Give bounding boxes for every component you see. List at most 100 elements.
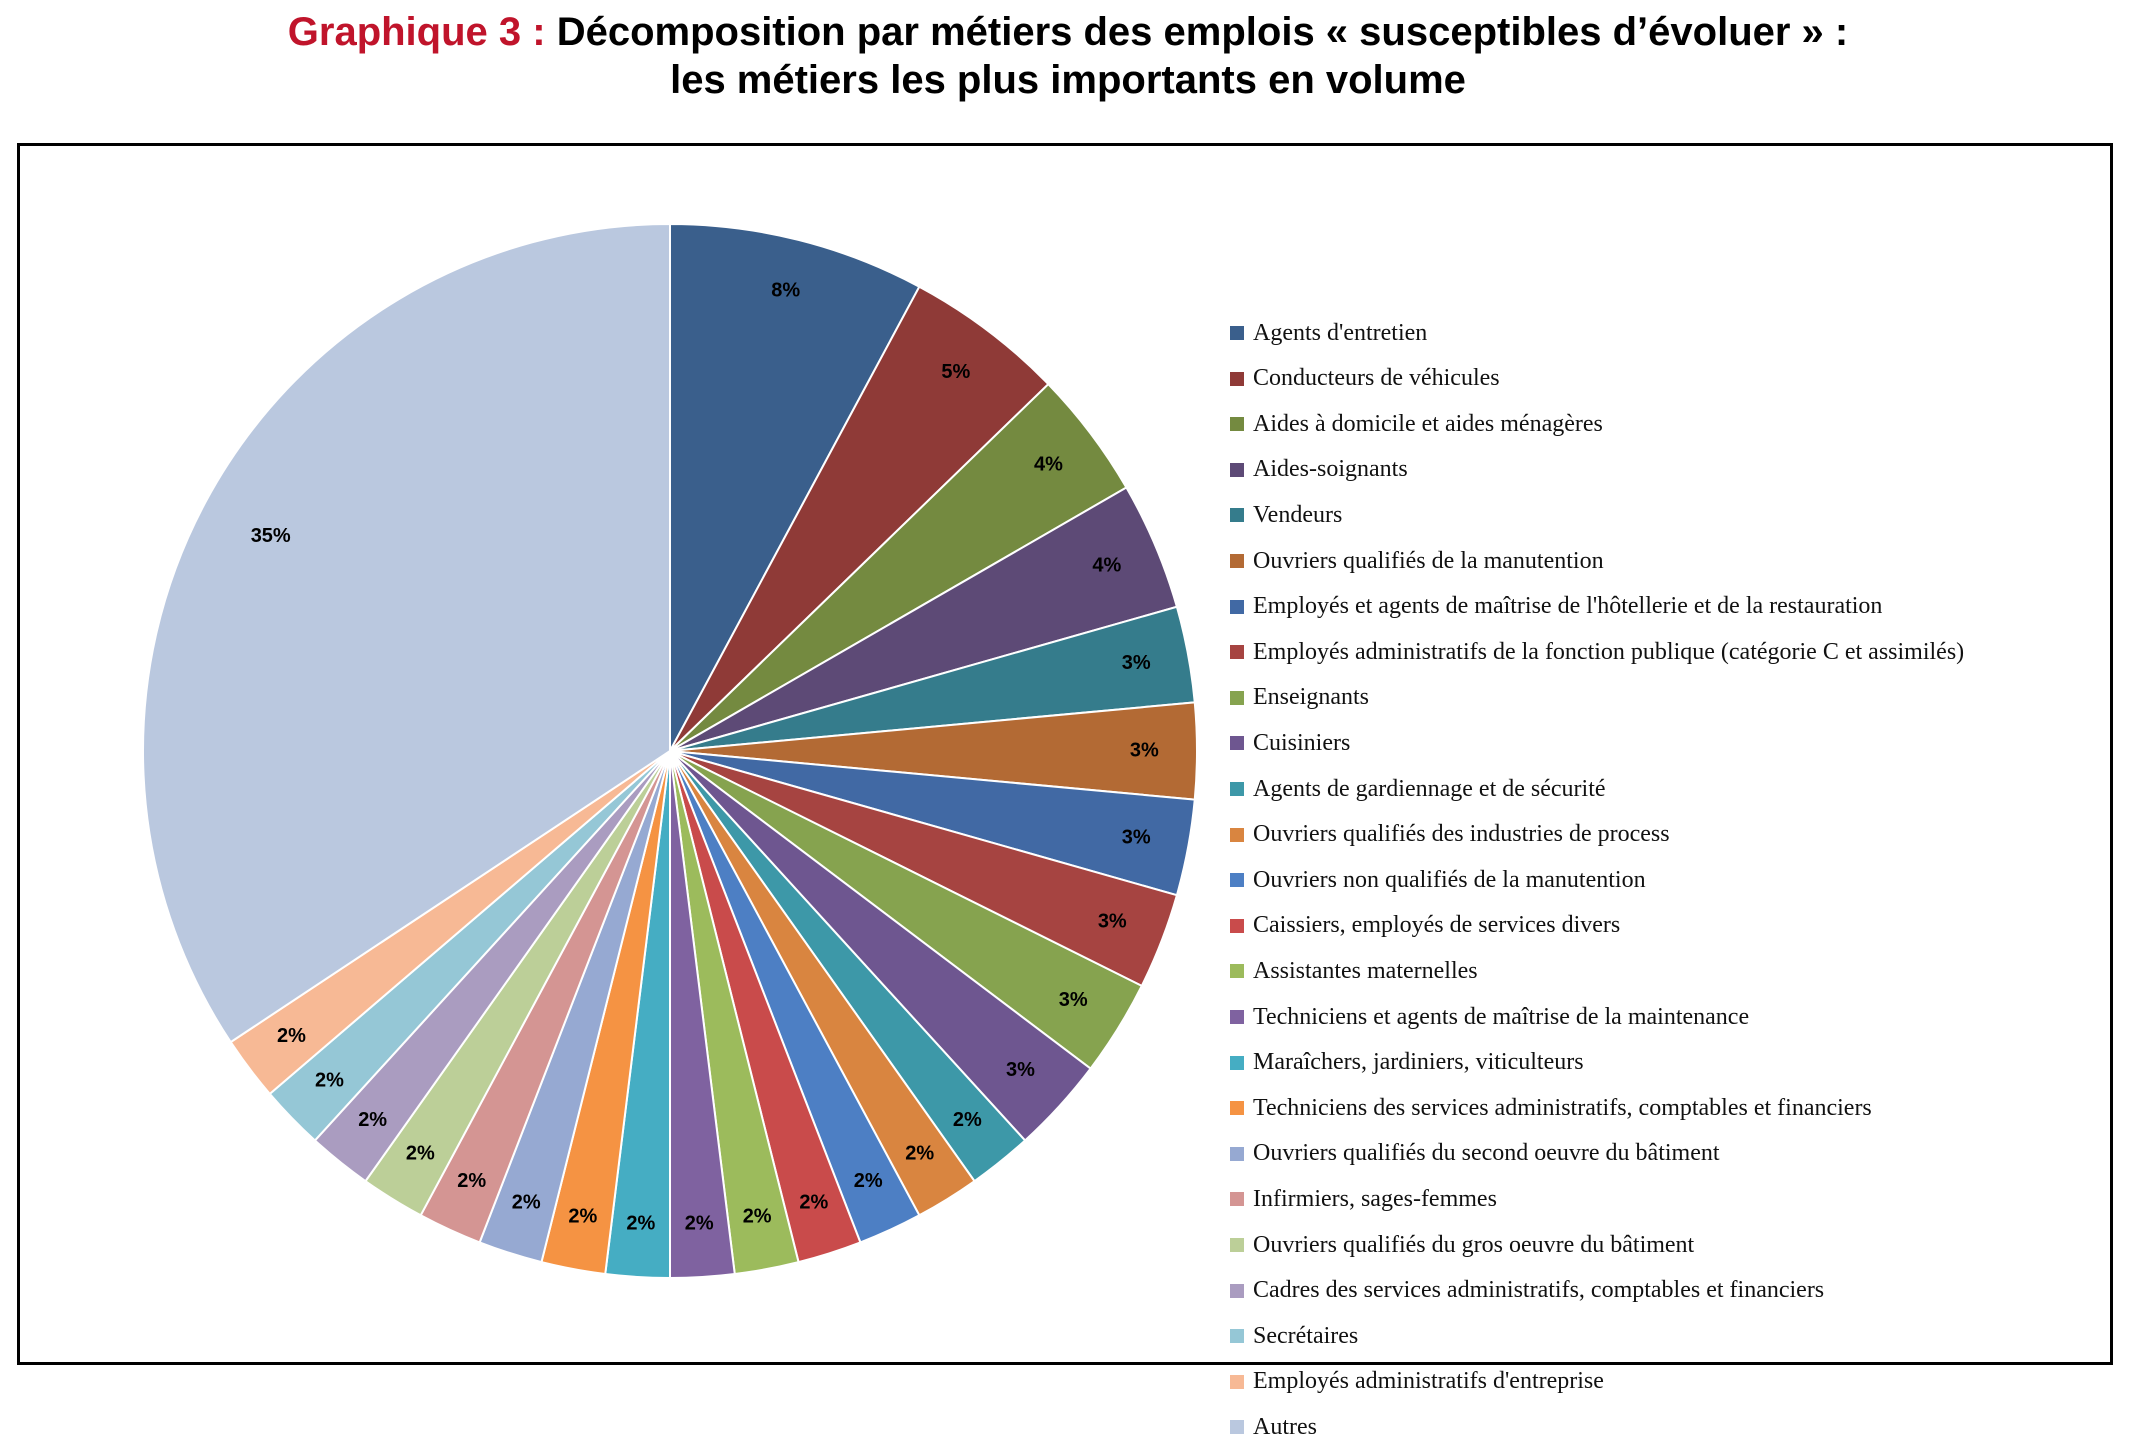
legend-item: Conducteurs de véhicules: [1230, 362, 1500, 396]
chart-title: Graphique 3 : Décomposition par métiers …: [0, 8, 2136, 104]
title-prefix: Graphique 3 :: [287, 10, 546, 54]
slice-data-label: 8%: [771, 279, 800, 301]
slice-data-label: 2%: [512, 1191, 541, 1213]
slice-data-label: 5%: [941, 361, 970, 383]
legend-label: Secrétaires: [1253, 1322, 1359, 1349]
legend-swatch: [1230, 508, 1244, 523]
legend-label: Techniciens des services administratifs,…: [1253, 1094, 1872, 1121]
legend-label: Infirmiers, sages-femmes: [1253, 1185, 1497, 1212]
title-main: Décomposition par métiers des emplois « …: [556, 10, 1849, 54]
legend-swatch: [1230, 462, 1244, 477]
slice-data-label: 2%: [743, 1206, 772, 1228]
legend-label: Ouvriers qualifiés du gros oeuvre du bât…: [1253, 1231, 1695, 1258]
legend-label: Techniciens et agents de maîtrise de la …: [1253, 1003, 1750, 1030]
legend-item: Agents d'entretien: [1230, 316, 1427, 350]
legend-swatch: [1230, 736, 1244, 751]
legend-swatch: [1230, 690, 1244, 705]
legend-item: Cadres des services administratifs, comp…: [1230, 1274, 1824, 1308]
legend-swatch: [1230, 827, 1244, 842]
legend-swatch: [1230, 1192, 1244, 1207]
legend-item: Infirmiers, sages-femmes: [1230, 1182, 1497, 1216]
legend-swatch: [1230, 1374, 1244, 1389]
pie-slice: [669, 285, 1050, 752]
legend-label: Aides à domicile et aides ménagères: [1253, 410, 1603, 437]
legend-item: Employés et agents de maîtrise de l'hôte…: [1230, 590, 1882, 624]
legend-item: Assistantes maternelles: [1230, 954, 1478, 988]
legend-label: Ouvriers qualifiés de la manutention: [1253, 547, 1604, 574]
slice-data-label: 3%: [1130, 739, 1159, 761]
legend-swatch: [1230, 1283, 1244, 1298]
legend-item: Techniciens des services administratifs,…: [1230, 1091, 1872, 1125]
slice-data-label: 4%: [1034, 453, 1063, 475]
slice-data-label: 35%: [251, 525, 291, 547]
legend-item: Ouvriers qualifiés du gros oeuvre du bât…: [1230, 1228, 1694, 1262]
pie-chart: 8% 5% 4% 4% 3% 3% 3% 3% 3% 3% 2% 2% 2% 2% 2% 2% 2% 2% 2% 2%…: [142, 222, 1198, 1280]
legend-item: Ouvriers non qualifiés de la manutention: [1230, 863, 1646, 897]
legend-label: Agents d'entretien: [1253, 319, 1428, 346]
legend-label: Maraîchers, jardiniers, viticulteurs: [1253, 1049, 1584, 1076]
legend-item: Caissiers, employés de services divers: [1230, 909, 1620, 943]
legend-label: Enseignants: [1253, 684, 1369, 711]
legend-item: Ouvriers qualifiés de la manutention: [1230, 544, 1604, 578]
slice-data-label: 2%: [685, 1213, 714, 1235]
slice-data-label: 2%: [626, 1213, 655, 1235]
slice-data-label: 3%: [1122, 826, 1151, 848]
legend-item: Maraîchers, jardiniers, viticulteurs: [1230, 1046, 1584, 1080]
slice-data-label: 4%: [1092, 554, 1121, 576]
slice-data-label: 2%: [905, 1143, 934, 1165]
slice-data-label: 2%: [277, 1025, 306, 1047]
legend-label: Assistantes maternelles: [1253, 957, 1478, 984]
legend-label: Ouvriers qualifiés du second oeuvre du b…: [1253, 1140, 1720, 1167]
legend-item: Vendeurs: [1230, 498, 1342, 532]
legend-item: Ouvriers qualifiés des industries de pro…: [1230, 818, 1670, 852]
legend-item: Employés administratifs de la fonction p…: [1230, 635, 1964, 669]
legend-label: Employés administratifs de la fonction p…: [1253, 638, 1965, 665]
slice-data-label: 3%: [1059, 989, 1088, 1011]
legend-swatch: [1230, 1101, 1244, 1116]
slice-data-label: 2%: [799, 1191, 828, 1213]
legend-item: Cuisiniers: [1230, 726, 1350, 760]
legend-swatch: [1230, 417, 1244, 432]
legend-label: Autres: [1253, 1413, 1317, 1440]
legend-swatch: [1230, 1329, 1244, 1344]
slice-data-label: 2%: [568, 1206, 597, 1228]
legend-swatch: [1230, 1010, 1244, 1024]
legend-swatch: [1230, 645, 1244, 660]
legend-swatch: [1230, 782, 1244, 796]
legend-swatch: [1230, 1055, 1244, 1070]
legend-item: Secrétaires: [1230, 1319, 1358, 1353]
slice-data-label: 2%: [854, 1170, 883, 1192]
legend-swatch: [1230, 599, 1244, 614]
legend-label: Ouvriers qualifiés des industries de pro…: [1253, 821, 1670, 848]
slice-data-label: 3%: [1098, 911, 1127, 933]
slice-data-label: 2%: [953, 1109, 982, 1131]
legend-item: Aides-soignants: [1230, 453, 1408, 487]
legend-item: Employés administratifs d'entreprise: [1230, 1365, 1604, 1399]
legend-swatch: [1230, 873, 1244, 888]
legend-label: Aides-soignants: [1253, 456, 1408, 483]
legend-item: Ouvriers qualifiés du second oeuvre du b…: [1230, 1137, 1720, 1171]
title-line-2: les métiers les plus importants en volum…: [670, 58, 1466, 102]
legend-label: Caissiers, employés de services divers: [1253, 912, 1621, 939]
slice-data-label: 3%: [1122, 652, 1151, 674]
legend-item: Autres: [1230, 1410, 1317, 1444]
legend-swatch: [1230, 1420, 1244, 1435]
legend-swatch: [1230, 371, 1244, 386]
legend-item: Agents de gardiennage et de sécurité: [1230, 772, 1606, 806]
legend-label: Agents de gardiennage et de sécurité: [1253, 775, 1606, 802]
legend-swatch: [1230, 964, 1244, 979]
legend-label: Conducteurs de véhicules: [1253, 365, 1500, 392]
legend-swatch: [1230, 554, 1244, 568]
legend-label: Employés et agents de maîtrise de l'hôte…: [1253, 593, 1883, 620]
pie-slice: [142, 222, 671, 1044]
legend-label: Employés administratifs d'entreprise: [1253, 1368, 1604, 1395]
slice-data-label: 2%: [406, 1143, 435, 1165]
legend-label: Vendeurs: [1253, 501, 1343, 528]
slice-data-label: 2%: [358, 1109, 387, 1131]
legend-swatch: [1230, 1146, 1244, 1161]
legend-swatch: [1230, 326, 1244, 340]
legend-swatch: [1230, 1238, 1244, 1252]
legend-item: Enseignants: [1230, 681, 1369, 715]
chart-frame: 8% 5% 4% 4% 3% 3% 3% 3% 3% 3% 2% 2% 2% 2% 2% 2% 2% 2% 2% 2%…: [17, 143, 2113, 1440]
legend-label: Cadres des services administratifs, comp…: [1253, 1277, 1825, 1304]
